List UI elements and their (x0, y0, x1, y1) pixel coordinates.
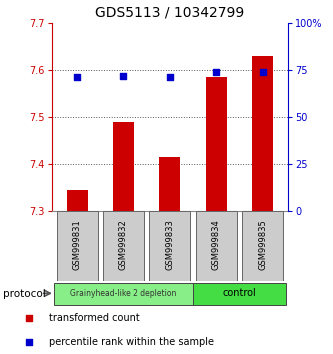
Point (121, 73, 126, 78)
Title: GDS5113 / 10342799: GDS5113 / 10342799 (95, 5, 244, 19)
Text: transformed count: transformed count (49, 313, 140, 323)
Text: control: control (222, 288, 256, 298)
Bar (242, 211, 283, 281)
Point (260, 69, 265, 75)
Text: percentile rank within the sample: percentile rank within the sample (49, 337, 214, 348)
Text: Grainyhead-like 2 depletion: Grainyhead-like 2 depletion (70, 289, 177, 298)
Bar (57, 211, 98, 281)
Point (75, 75, 80, 80)
Point (27, 340, 32, 346)
Bar (206, 77, 227, 211)
Bar (252, 56, 273, 211)
Bar (160, 157, 180, 211)
Point (167, 75, 172, 80)
Bar (103, 211, 144, 281)
Text: protocol: protocol (3, 289, 46, 299)
Text: GSM999833: GSM999833 (165, 219, 174, 270)
Bar (67, 189, 88, 211)
Text: GSM999835: GSM999835 (258, 219, 267, 270)
Bar (193, 282, 286, 305)
Bar (196, 211, 236, 281)
Bar (150, 211, 190, 281)
Bar (54, 282, 193, 305)
Bar (113, 121, 134, 211)
Text: GSM999834: GSM999834 (212, 219, 221, 270)
Text: GSM999832: GSM999832 (119, 219, 128, 270)
Text: GSM999831: GSM999831 (73, 219, 82, 270)
Point (213, 69, 219, 75)
Point (27, 315, 32, 321)
